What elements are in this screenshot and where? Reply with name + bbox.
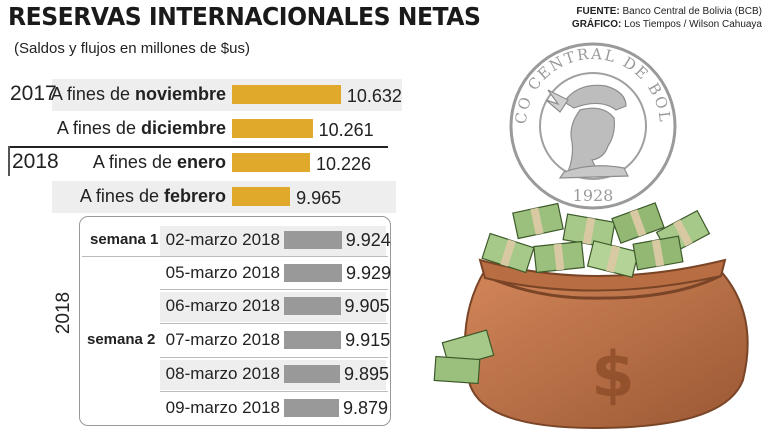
grafico-label: GRÁFICO:: [571, 19, 622, 30]
fuente-label: FUENTE:: [576, 6, 620, 17]
month-prefix: A fines de: [56, 118, 141, 138]
daily-bar: [284, 297, 341, 315]
month-name: diciembre: [140, 118, 226, 138]
dollar-sign-icon: $: [591, 338, 634, 411]
month-name: noviembre: [134, 84, 226, 104]
month-bar-noviembre: [232, 85, 341, 104]
band-row-1: [52, 79, 402, 111]
month-bar-febrero: [232, 187, 291, 206]
daily-separator-3: [160, 323, 388, 324]
source-credits: FUENTE: Banco Central de Bolivia (BCB) G…: [572, 5, 762, 31]
daily-band-4: [160, 360, 386, 390]
chart-subtitle: (Saldos y flujos en millones de $us): [14, 40, 250, 57]
money-bag-icon: $: [433, 202, 749, 430]
band-row-4: [52, 181, 396, 213]
daily-bar: [284, 399, 339, 417]
daily-date-label: 05-marzo 2018: [165, 263, 280, 282]
month-prefix: A fines de: [79, 186, 164, 206]
daily-bar: [284, 365, 340, 383]
year-divider: [8, 146, 388, 148]
daily-year-label: 2018: [53, 291, 74, 335]
month-value-enero: 10.226: [315, 154, 372, 174]
month-label-noviembre: A fines de noviembre: [51, 84, 226, 105]
daily-value-label: 9.905: [344, 296, 390, 316]
daily-bar: [284, 331, 342, 349]
daily-value-label: 9.879: [343, 398, 389, 418]
month-name: febrero: [163, 186, 226, 206]
daily-separator-1: [82, 256, 388, 257]
month-label-diciembre: A fines de diciembre: [57, 118, 226, 139]
month-label-enero: A fines de enero: [93, 152, 226, 173]
month-value-febrero: 9.965: [296, 188, 342, 208]
daily-separator-2: [160, 289, 388, 290]
daily-value-label: 9.915: [345, 330, 391, 350]
daily-date-label: 08-marzo 2018: [165, 364, 280, 383]
week-label-semana-2: semana 2: [87, 331, 156, 348]
daily-bar: [284, 264, 342, 282]
month-bar-diciembre: [232, 119, 313, 138]
daily-separator-5: [160, 391, 388, 392]
daily-date-label: 07-marzo 2018: [165, 330, 280, 349]
chart-title: RESERVAS INTERNACIONALES NETAS: [8, 2, 481, 31]
month-prefix: A fines de: [50, 84, 135, 104]
daily-band-0: [160, 226, 386, 256]
week-label-semana-1: semana 1: [90, 231, 159, 248]
bcb-seal-icon: BANCO CENTRAL DE BOLIVIA 1928: [508, 38, 677, 210]
year-divider-tick: [8, 146, 10, 176]
month-bar-enero: [232, 153, 310, 172]
daily-date-label: 09-marzo 2018: [165, 398, 280, 417]
fuente-value: Banco Central de Bolivia (BCB): [622, 6, 762, 17]
mercury-head-icon: [545, 84, 629, 179]
month-label-febrero: A fines de febrero: [80, 186, 226, 207]
month-prefix: A fines de: [92, 152, 177, 172]
daily-date-label: 06-marzo 2018: [165, 296, 280, 315]
seal-year: 1928: [573, 186, 614, 205]
year-label-2017: 2017: [10, 82, 57, 105]
month-value-noviembre: 10.632: [346, 86, 402, 106]
daily-bar: [284, 231, 342, 249]
daily-date-label: 02-marzo 2018: [165, 230, 280, 249]
month-value-diciembre: 10.261: [318, 120, 374, 140]
daily-value-label: 9.929: [346, 263, 392, 283]
daily-separator-4: [160, 357, 388, 358]
daily-value-label: 9.924: [345, 230, 391, 250]
daily-band-2: [160, 292, 386, 322]
month-name: enero: [176, 152, 226, 172]
daily-box: [79, 216, 391, 426]
year-label-2018: 2018: [12, 150, 59, 173]
daily-value-label: 9.895: [343, 364, 389, 384]
grafico-value: Los Tiempos / Wilson Cahuaya: [624, 19, 762, 30]
